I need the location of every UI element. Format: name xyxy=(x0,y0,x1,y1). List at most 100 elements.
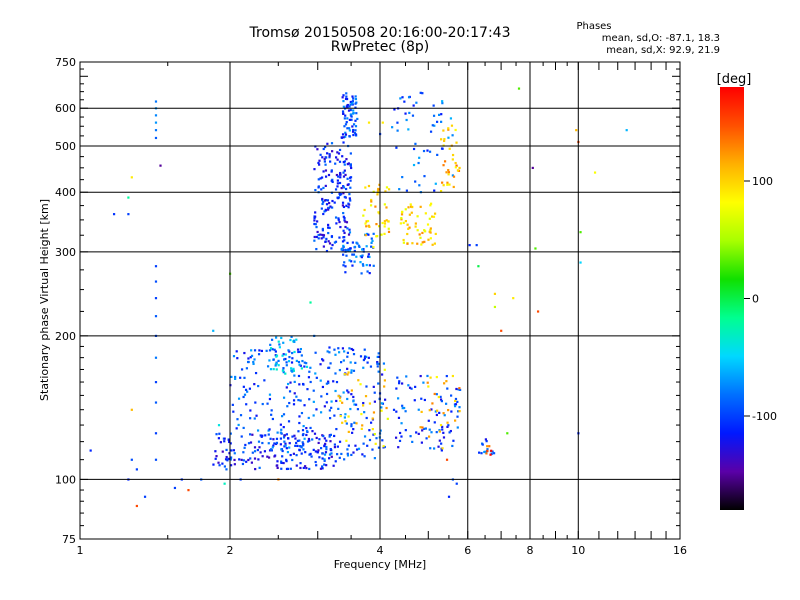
scatter-point xyxy=(330,452,333,455)
scatter-point xyxy=(337,407,340,411)
scatter-point xyxy=(266,402,269,405)
grid-lines xyxy=(80,62,680,539)
scatter-point xyxy=(282,436,286,439)
scatter-point xyxy=(322,359,325,362)
scatter-point xyxy=(268,359,271,362)
scatter-point xyxy=(336,179,339,182)
scatter-point xyxy=(322,200,325,204)
scatter-point xyxy=(321,233,324,237)
scatter-point xyxy=(326,350,329,353)
scatter-point xyxy=(302,448,305,451)
scatter-point xyxy=(319,153,322,156)
scatter-point xyxy=(408,213,411,216)
scatter-point xyxy=(346,448,349,451)
scatter-point xyxy=(357,447,361,450)
scatter-point xyxy=(299,399,302,402)
scatter-point xyxy=(282,396,286,399)
scatter-point xyxy=(406,232,409,236)
scatter-point xyxy=(453,405,457,408)
scatter-point xyxy=(215,455,218,458)
scatter-point xyxy=(266,365,270,368)
scatter-point xyxy=(330,406,333,409)
scatter-point xyxy=(253,450,257,453)
scatter-point xyxy=(292,367,295,371)
scatter-point xyxy=(282,371,285,374)
scatter-point xyxy=(405,118,408,122)
scatter-point xyxy=(421,92,424,95)
scatter-point xyxy=(292,452,295,455)
scatter-point xyxy=(377,370,380,373)
x-tick-label: 6 xyxy=(464,544,471,557)
scatter-point xyxy=(428,217,431,220)
scatter-point xyxy=(249,433,252,436)
scatter-point xyxy=(286,467,290,470)
scatter-point xyxy=(429,204,432,207)
x-tick-label: 4 xyxy=(377,544,384,557)
scatter-point xyxy=(280,461,283,464)
scatter-point xyxy=(221,450,224,453)
scatter-point xyxy=(351,264,354,267)
scatter-point xyxy=(297,350,300,354)
scatter-point xyxy=(345,105,348,108)
scatter-point xyxy=(310,455,313,458)
scatter-point xyxy=(342,175,346,178)
scatter-point xyxy=(339,361,343,364)
scatter-point xyxy=(359,355,363,358)
scatter-point xyxy=(350,347,353,351)
phase-stats-o: mean, sd,O: -87.1, 18.3 xyxy=(601,33,720,44)
scatter-point xyxy=(442,164,445,167)
scatter-point xyxy=(438,439,441,442)
scatter-point xyxy=(299,466,302,470)
scatter-point xyxy=(333,446,336,449)
scatter-point xyxy=(346,367,349,370)
scatter-point xyxy=(334,216,338,219)
scatter-point xyxy=(319,177,322,180)
scatter-point xyxy=(368,438,372,442)
x-tick-label: 1 xyxy=(77,544,84,557)
scatter-point xyxy=(347,109,351,112)
scatter-point xyxy=(221,462,224,465)
scatter-point xyxy=(402,221,405,224)
scatter-point xyxy=(396,129,399,132)
scatter-point xyxy=(429,229,432,232)
scatter-point xyxy=(319,411,323,414)
scatter-point xyxy=(365,385,368,388)
scatter-point xyxy=(485,440,488,443)
scatter-point xyxy=(363,348,366,351)
scatter-point xyxy=(387,220,390,223)
scatter-point xyxy=(329,205,332,208)
scatter-point xyxy=(450,410,453,413)
scatter-point xyxy=(242,426,245,430)
scatter-point xyxy=(261,441,264,445)
scatter-point xyxy=(341,204,345,207)
scatter-point xyxy=(447,169,450,172)
scatter-point xyxy=(365,220,368,223)
scatter-point xyxy=(388,188,391,191)
scatter-point xyxy=(302,466,305,470)
scatter-point xyxy=(353,260,356,263)
scatter-point xyxy=(347,444,350,447)
scatter-point xyxy=(338,181,342,185)
scatter-point xyxy=(407,227,410,230)
scatter-point xyxy=(338,192,341,195)
scatter-point xyxy=(243,393,247,396)
scatter-point xyxy=(333,443,336,446)
scatter-point xyxy=(376,189,380,192)
scatter-point xyxy=(354,403,358,406)
scatter-point xyxy=(135,504,138,508)
scatter-point xyxy=(447,408,450,412)
scatter-point xyxy=(534,247,537,250)
scatter-point xyxy=(440,138,443,141)
scatter-point xyxy=(423,398,426,402)
scatter-point xyxy=(352,253,356,256)
scatter-point xyxy=(293,380,296,384)
scatter-point xyxy=(348,249,352,252)
scatter-point xyxy=(316,230,319,234)
axis-ticks xyxy=(79,61,681,540)
scatter-point xyxy=(442,412,445,415)
scatter-point xyxy=(454,166,457,169)
scatter-point xyxy=(346,227,349,230)
scatter-point xyxy=(263,379,266,382)
scatter-point xyxy=(442,184,445,187)
scatter-point xyxy=(344,420,347,423)
